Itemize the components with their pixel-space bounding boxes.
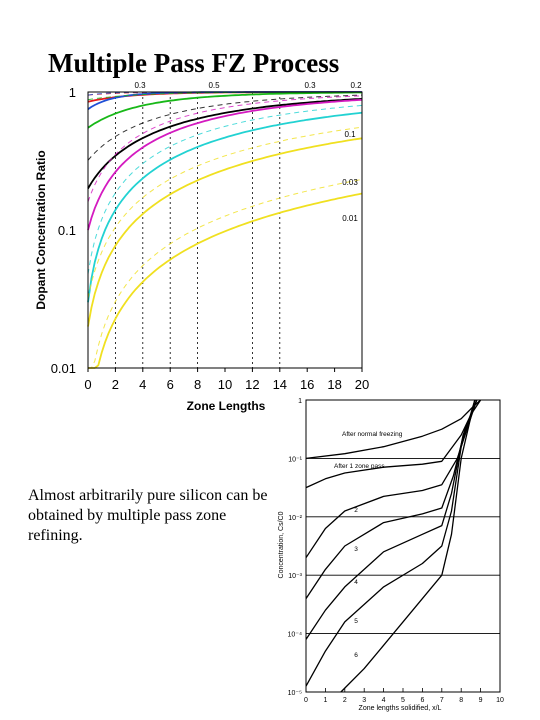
x-tick-label: 6 — [167, 377, 174, 392]
series-line-dashed — [87, 126, 363, 299]
y-tick-label: 10⁻³ — [288, 573, 302, 580]
x-tick-label: 7 — [440, 697, 444, 704]
curve-annotation: 4 — [354, 579, 358, 586]
y-tick-label: 10⁻² — [288, 515, 302, 522]
series-line — [340, 399, 476, 693]
y-tick-label: 10⁻⁵ — [288, 690, 302, 697]
y-tick-label: 1 — [69, 85, 76, 100]
curve-annotation: 6 — [354, 652, 358, 659]
series-line — [87, 137, 363, 327]
y-axis-title: Concentration, Cs/C0 — [278, 511, 285, 578]
x-tick-label: 10 — [496, 697, 504, 704]
x-tick-label: 1 — [323, 697, 327, 704]
x-tick-label: 2 — [112, 377, 119, 392]
x-axis-title: Zone Lengths — [187, 399, 266, 413]
x-tick-label: 4 — [382, 697, 386, 704]
x-tick-label: 5 — [401, 697, 405, 704]
x-tick-label: 20 — [355, 377, 369, 392]
series-line — [305, 399, 478, 599]
y-tick-label: 10⁻¹ — [288, 456, 302, 463]
curve-label: 0.3 — [134, 81, 146, 90]
y-tick-label: 1 — [298, 398, 302, 405]
series-line-dashed — [87, 94, 363, 161]
curve-label: 0.5 — [208, 81, 220, 90]
y-axis-title: Dopant Concentration Ratio — [34, 150, 48, 309]
x-tick-label: 4 — [139, 377, 146, 392]
curve-annotation: 3 — [354, 546, 358, 553]
y-tick-label: 0.1 — [58, 223, 76, 238]
curve-annotation: After normal freezing — [342, 431, 403, 438]
x-tick-label: 18 — [327, 377, 341, 392]
series-line — [87, 98, 363, 189]
plot-frame — [305, 399, 501, 693]
curve-label: 0.01 — [342, 214, 358, 223]
series-line-dashed — [88, 178, 363, 369]
caption-text: Almost arbitrarily pure silicon can be o… — [28, 487, 268, 544]
x-tick-label: 0 — [304, 697, 308, 704]
x-tick-label: 16 — [300, 377, 314, 392]
series-line — [87, 111, 363, 303]
curve-annotation: 2 — [354, 507, 358, 514]
curve-label: 0.3 — [304, 81, 316, 90]
x-tick-label: 8 — [459, 697, 463, 704]
x-tick-label: 14 — [273, 377, 287, 392]
x-tick-label: 9 — [479, 697, 483, 704]
series-line — [87, 98, 363, 231]
x-axis-title: Zone lengths solidified, x/L — [359, 705, 442, 712]
x-tick-label: 12 — [245, 377, 259, 392]
page-title: Multiple Pass FZ Process — [48, 48, 340, 78]
series-line — [305, 399, 478, 640]
y-tick-label: 10⁻⁴ — [288, 632, 303, 639]
x-tick-label: 6 — [420, 697, 424, 704]
x-tick-label: 0 — [84, 377, 91, 392]
curve-label: 0.03 — [342, 178, 358, 187]
curve-annotation: After 1 zone pass — [334, 463, 385, 470]
x-tick-label: 3 — [362, 697, 366, 704]
x-tick-label: 8 — [194, 377, 201, 392]
series-line — [305, 399, 482, 460]
curve-label: 0.1 — [344, 130, 356, 139]
series-line — [87, 91, 362, 129]
x-tick-label: 10 — [218, 377, 232, 392]
x-tick-label: 2 — [343, 697, 347, 704]
curve-annotation: 5 — [354, 618, 358, 625]
curve-label: 0.2 — [350, 81, 362, 90]
series-line — [88, 192, 363, 369]
series-line-dashed — [87, 104, 363, 275]
series-line — [305, 399, 476, 687]
y-tick-label: 0.01 — [51, 361, 76, 376]
